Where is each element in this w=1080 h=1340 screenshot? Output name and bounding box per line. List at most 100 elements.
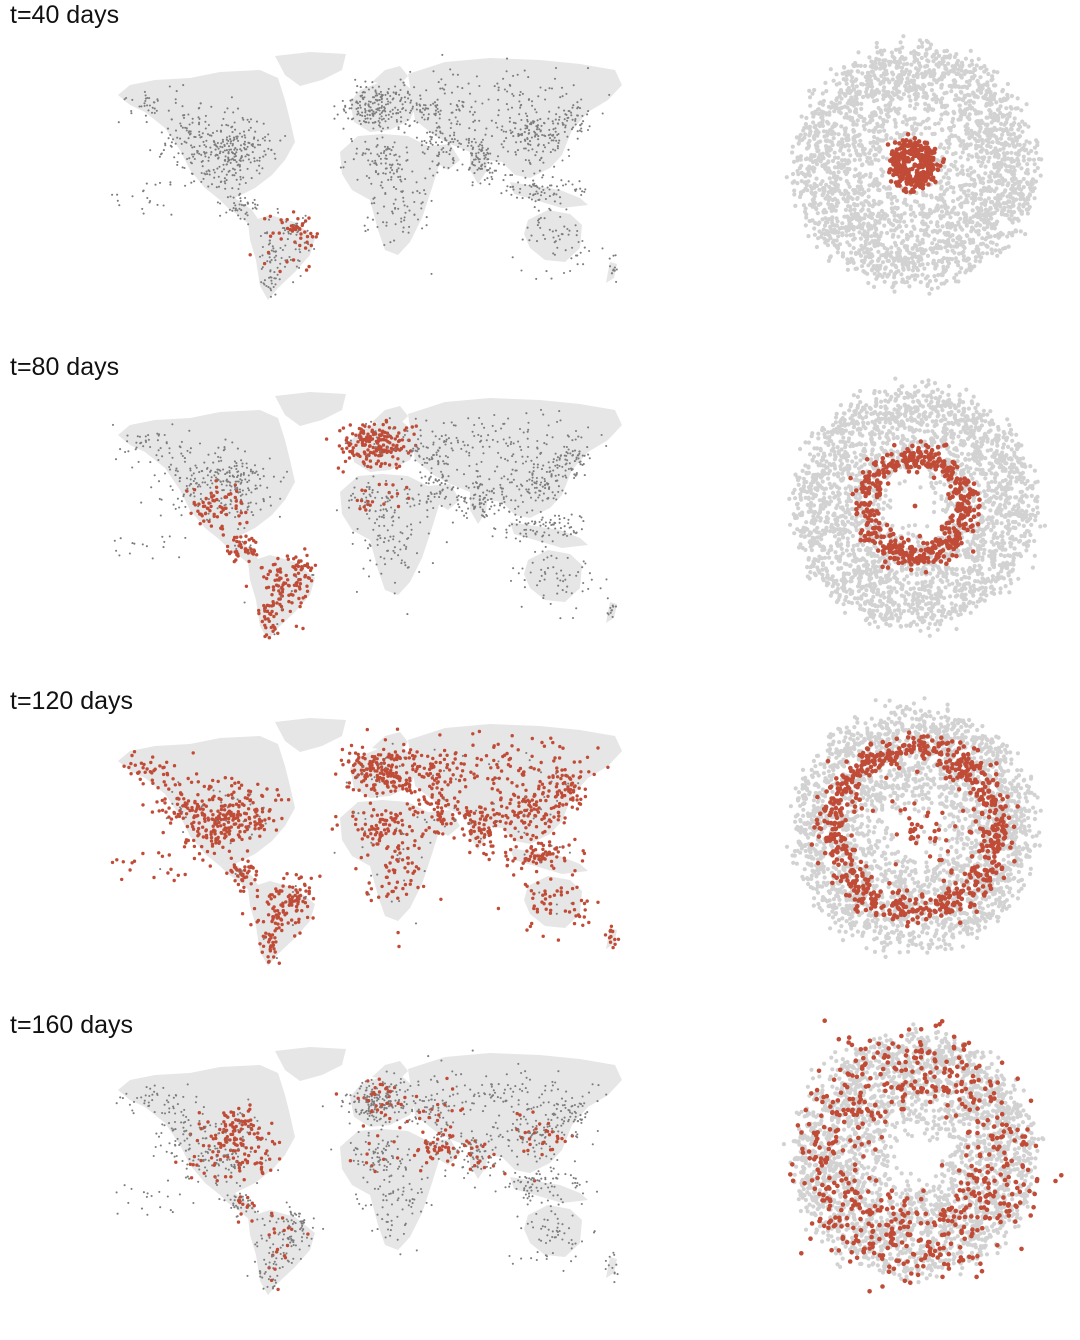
city-node xyxy=(402,226,405,229)
city-node xyxy=(135,441,138,444)
network-node xyxy=(834,216,839,221)
city-node xyxy=(432,174,435,177)
network-node xyxy=(973,192,978,197)
city-node xyxy=(221,140,225,143)
network-node xyxy=(941,175,946,180)
network-node xyxy=(919,55,924,61)
network-node xyxy=(944,90,949,95)
city-node xyxy=(601,112,604,115)
city-node xyxy=(530,100,534,103)
city-node xyxy=(361,96,364,99)
infected-network-node xyxy=(929,155,934,160)
network-node xyxy=(981,95,986,100)
network-node xyxy=(901,34,906,39)
city-node xyxy=(192,479,195,483)
city-node xyxy=(493,169,496,172)
city-node xyxy=(355,100,358,103)
city-node xyxy=(367,109,370,112)
city-node xyxy=(504,174,507,177)
city-node xyxy=(377,119,380,123)
city-node xyxy=(435,121,438,125)
city-node xyxy=(481,102,484,105)
network-node xyxy=(828,226,833,231)
city-node xyxy=(532,179,535,182)
city-node xyxy=(450,111,453,114)
network-node xyxy=(984,214,989,219)
city-node xyxy=(608,257,611,260)
network-node xyxy=(886,272,891,277)
city-node xyxy=(434,133,437,136)
city-node xyxy=(229,481,232,484)
city-node xyxy=(231,474,234,477)
infected-network-node xyxy=(911,151,916,157)
city-node xyxy=(236,474,240,477)
city-node xyxy=(364,230,367,233)
network-node xyxy=(834,96,840,101)
city-node xyxy=(514,151,517,154)
network-node xyxy=(826,121,831,126)
city-node xyxy=(574,118,577,121)
network-node xyxy=(989,114,994,120)
city-node xyxy=(542,144,545,147)
city-node xyxy=(295,233,298,236)
network-node xyxy=(831,136,836,141)
city-node xyxy=(261,266,264,269)
city-node xyxy=(364,103,367,106)
city-node xyxy=(198,106,201,109)
city-node xyxy=(166,127,170,130)
city-node xyxy=(404,178,407,181)
city-node xyxy=(233,174,236,177)
city-node xyxy=(244,155,247,158)
city-node xyxy=(162,149,165,152)
city-node xyxy=(171,456,174,459)
network-node xyxy=(861,260,866,265)
city-node xyxy=(434,112,437,115)
city-node xyxy=(497,162,500,165)
city-node xyxy=(241,465,244,468)
city-node xyxy=(289,258,292,261)
network-node xyxy=(872,231,877,236)
network-node xyxy=(953,159,958,164)
city-node xyxy=(203,151,206,154)
city-node xyxy=(223,177,226,180)
city-node xyxy=(262,155,265,158)
city-node xyxy=(397,128,400,131)
city-node xyxy=(287,230,290,233)
city-node xyxy=(527,149,530,152)
network-node xyxy=(984,138,989,143)
city-node xyxy=(366,216,369,219)
network-node xyxy=(970,220,975,225)
city-node xyxy=(372,127,375,130)
network-node xyxy=(1035,165,1040,171)
city-node xyxy=(264,232,267,235)
network-node xyxy=(1002,157,1007,162)
infected-city-node xyxy=(307,264,311,269)
network-node xyxy=(968,240,973,245)
network-node xyxy=(849,222,854,227)
network-node xyxy=(861,123,866,129)
network-node xyxy=(907,284,912,289)
city-node xyxy=(273,256,276,259)
network-node xyxy=(894,91,899,97)
city-node xyxy=(158,181,162,184)
network-node xyxy=(852,109,858,114)
time-label: t=80 days xyxy=(10,353,120,381)
city-node xyxy=(182,493,185,496)
network-node xyxy=(1018,229,1023,234)
network-node xyxy=(896,111,901,116)
city-node xyxy=(244,204,247,207)
city-node xyxy=(542,234,545,237)
network-node xyxy=(951,78,956,83)
infected-city-node xyxy=(198,522,202,526)
network-node xyxy=(959,64,964,69)
city-node xyxy=(524,183,527,187)
city-node xyxy=(262,475,265,478)
city-node xyxy=(506,185,509,188)
city-node xyxy=(246,167,249,170)
city-node xyxy=(145,182,148,185)
city-node xyxy=(170,118,173,121)
network-node xyxy=(844,73,849,78)
city-node xyxy=(558,118,561,121)
infected-city-node xyxy=(297,596,301,601)
network-node xyxy=(845,167,850,172)
